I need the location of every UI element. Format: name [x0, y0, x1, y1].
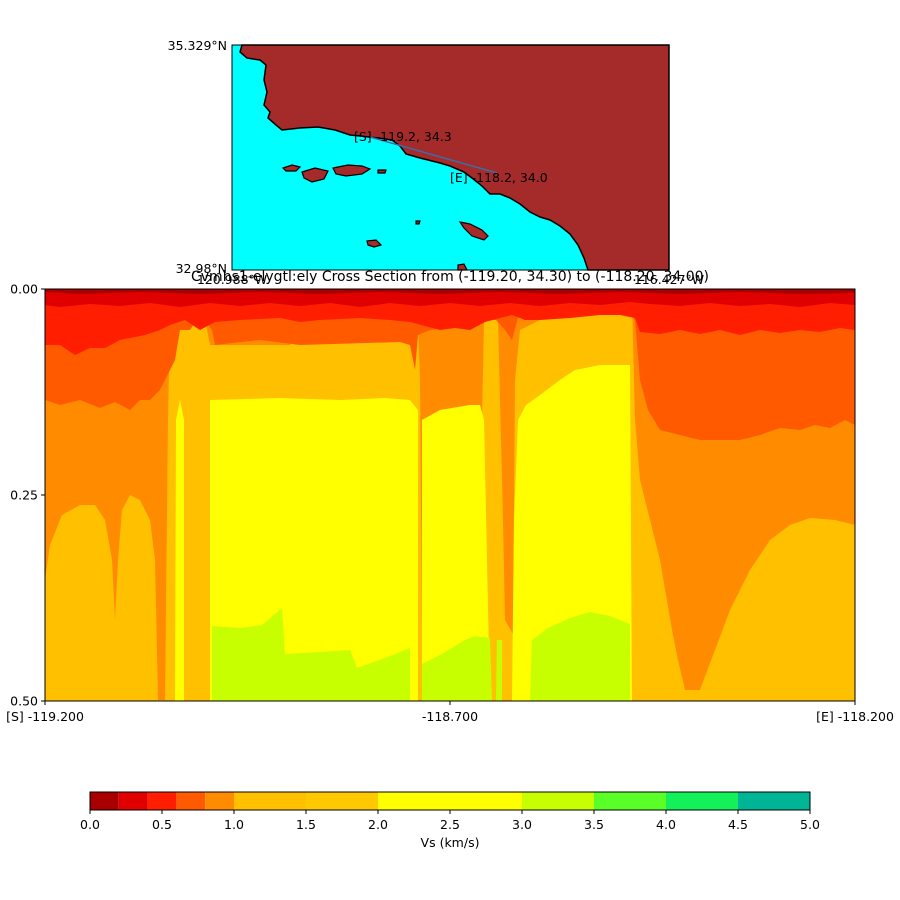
- vs-band-1.5-2.5-east: [422, 405, 490, 701]
- y-tick-label: 0.25: [10, 488, 38, 503]
- x-tick-label: [S] -119.200: [6, 709, 84, 724]
- colorbar-segment: [666, 792, 738, 810]
- colorbar-tick-label: 3.5: [584, 817, 604, 832]
- x-tick-label: -118.700: [422, 709, 478, 724]
- y-tick-label: 0.00: [10, 282, 38, 297]
- colorbar-segment: [306, 792, 378, 810]
- colorbar-segment: [205, 792, 234, 810]
- map-island-1: [281, 164, 302, 172]
- colorbar-tick-label: 4.0: [656, 817, 676, 832]
- vs-band-2.5-3.0-mid-sliver: [496, 640, 502, 701]
- start-point-label: [S] -119.2, 34.3: [354, 129, 452, 144]
- colorbar-tick-label: 1.5: [296, 817, 316, 832]
- vs-band-1.5-2.5-west-sliver: [175, 400, 184, 701]
- y-axis: 0.00 0.25 0.50: [10, 282, 45, 709]
- colorbar-tick-label: 3.0: [512, 817, 532, 832]
- colorbar-segment: [594, 792, 666, 810]
- colorbar-segment: [738, 792, 810, 810]
- chart-title: Cvmhs1-elygtl:ely Cross Section from (-1…: [191, 269, 709, 285]
- map-lat-top: 35.329°N: [168, 38, 227, 53]
- colorbar-segment: [522, 792, 594, 810]
- x-tick-label: [E] -118.200: [816, 709, 894, 724]
- colorbar-tick-label: 2.5: [440, 817, 460, 832]
- location-map: [S] -119.2, 34.3 [E] -118.2, 34.0 35.329…: [168, 38, 705, 287]
- colorbar: 0.0 0.5 1.0 1.5 2.0 2.5 3.0 3.5 4.0 4.5 5.0: [80, 791, 820, 832]
- colorbar-tick-label: 0.0: [80, 817, 100, 832]
- end-point-label: [E] -118.2, 34.0: [450, 170, 548, 185]
- cross-section-plot: [45, 289, 855, 701]
- colorbar-label: Vs (km/s): [421, 835, 480, 850]
- map-land-mainland: [239, 44, 670, 271]
- y-tick-label: 0.50: [10, 694, 38, 709]
- colorbar-segment: [450, 792, 522, 810]
- map-island-5: [458, 221, 489, 241]
- map-lon-right: 116.427°W: [634, 272, 704, 287]
- colorbar-tick-label: 0.5: [152, 817, 172, 832]
- colorbar-segment: [147, 792, 177, 810]
- map-island-7: [415, 220, 421, 225]
- map-island-4: [377, 169, 387, 174]
- cross-section-line: [369, 136, 498, 174]
- colorbar-segment: [118, 792, 148, 810]
- colorbar-segment: [176, 792, 206, 810]
- colorbar-segment: [378, 792, 450, 810]
- vs-band-0.0-0.2: [45, 289, 855, 294]
- map-lon-left: 120.988°W: [197, 272, 267, 287]
- vs-band-2.5-3.0-east: [422, 636, 492, 701]
- x-axis: [S] -119.200 -118.700 [E] -118.200: [6, 701, 894, 724]
- map-lat-bottom: 32.98°N: [176, 261, 227, 276]
- vs-band-2.5-3.0: [212, 608, 410, 701]
- colorbar-segment: [234, 792, 306, 810]
- vs-band-0.2-0.4: [45, 289, 855, 307]
- map-island-3: [332, 164, 372, 177]
- colorbar-tick-label: 5.0: [800, 817, 820, 832]
- colorbar-tick-label: 1.0: [224, 817, 244, 832]
- vs-band-2.5-3.0-east2: [530, 612, 630, 701]
- colorbar-tick-label: 4.5: [728, 817, 748, 832]
- map-island-2: [301, 167, 329, 183]
- colorbar-segment: [90, 792, 119, 810]
- colorbar-tick-label: 2.0: [368, 817, 388, 832]
- map-frame: [231, 44, 670, 271]
- vs-band-0.4-0.6: [45, 289, 855, 355]
- map-island-6: [366, 239, 383, 248]
